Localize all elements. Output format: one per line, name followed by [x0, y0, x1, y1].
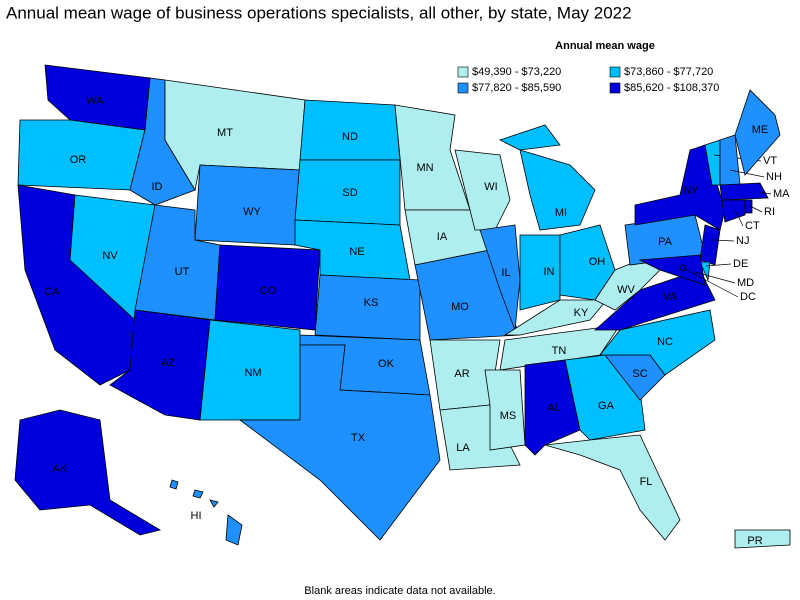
state-label: OK [378, 358, 395, 370]
state-label: PA [658, 236, 673, 248]
state-label: VA [663, 291, 678, 303]
leader-line [759, 191, 772, 195]
leader-line [749, 205, 763, 213]
state-label: ME [752, 124, 769, 136]
state-label: MT [217, 127, 233, 139]
leader-line [682, 267, 739, 298]
state-label: AR [454, 368, 469, 380]
state-label: OH [589, 256, 606, 268]
footnote: Blank areas indicate data not available. [304, 585, 495, 597]
legend: $49,390 - $73,220 $73,860 - $77,720 $77,82… [457, 66, 719, 94]
state-label: ID [152, 181, 163, 193]
state-shape [638, 254, 706, 286]
state-shape [699, 224, 721, 266]
state-shape [544, 434, 681, 541]
state-label: ND [342, 131, 358, 143]
state-shape [721, 199, 746, 223]
state-shape [14, 409, 162, 536]
state-label: CA [44, 286, 60, 298]
state-label: FL [640, 476, 653, 488]
state-shape [394, 104, 471, 211]
state-shape [719, 182, 769, 201]
state-label: IL [501, 267, 510, 279]
legend-swatch [457, 66, 469, 78]
legend-swatch [609, 82, 621, 94]
state-shape [209, 499, 219, 508]
leader-line [734, 209, 744, 227]
state-label: WA [86, 95, 104, 107]
state-label: AZ [161, 357, 175, 369]
states: WA OR CA NV ID MT WY UT CO AZ NM ND SD NE KS OK TX MN IA MO… [14, 64, 791, 549]
state-label: HI [191, 510, 202, 522]
state-label: NE [349, 246, 364, 258]
state-label: MN [416, 162, 433, 174]
state-label: NV [102, 250, 118, 262]
state-shape [214, 244, 321, 331]
state-shape [484, 369, 526, 451]
state-label: RI [764, 206, 775, 218]
state-label: IN [544, 266, 555, 278]
state-label: NJ [736, 235, 749, 247]
legend-title: Annual mean wage [555, 40, 655, 52]
leader-line [705, 263, 732, 267]
state-label: LA [456, 442, 470, 454]
state-label: IA [437, 231, 448, 243]
state-label: WV [617, 284, 635, 296]
state-label: SD [342, 187, 357, 199]
state-label: TN [552, 345, 567, 357]
leader-line [694, 271, 736, 284]
map-title: Annual mean wage of business operations … [6, 3, 632, 22]
state-label: TX [351, 432, 366, 444]
legend-label: $49,390 - $73,220 [472, 66, 561, 78]
state-label: NY [683, 185, 699, 197]
state-label: VT [763, 155, 777, 167]
state-label: DE [733, 258, 748, 270]
legend-swatch [457, 82, 469, 94]
state-label: MD [737, 277, 754, 289]
state-label: GA [598, 400, 615, 412]
leader-line [711, 239, 735, 242]
state-shape [593, 269, 716, 331]
state-label: SC [632, 368, 647, 380]
state-shape [479, 224, 521, 331]
state-label: AL [547, 402, 560, 414]
state-label: OR [70, 154, 87, 166]
state-label: NM [244, 367, 261, 379]
legend-label: $85,620 - $108,370 [624, 82, 719, 94]
state-label: KS [364, 297, 379, 309]
state-shape [734, 529, 791, 549]
state-shape [192, 489, 204, 499]
legend-label: $77,820 - $85,590 [472, 82, 561, 94]
state-shape [169, 479, 179, 490]
state-shape [225, 514, 243, 546]
state-label: KY [574, 307, 589, 319]
state-shape [439, 404, 521, 471]
legend-swatch [609, 66, 621, 78]
state-label: WY [243, 206, 261, 218]
state-label: NC [657, 336, 673, 348]
state-label: CT [745, 220, 760, 232]
state-label: MS [500, 410, 517, 422]
state-shape [734, 89, 781, 176]
state-shape [498, 124, 561, 151]
state-label: AK [53, 463, 68, 475]
state-label: DC [740, 291, 756, 303]
leader-line [729, 169, 765, 178]
state-label: NH [766, 171, 782, 183]
state-label: MO [451, 301, 469, 313]
state-label: CO [260, 285, 277, 297]
state-label: MI [555, 207, 567, 219]
state-shape [238, 344, 441, 541]
state-shape [744, 199, 753, 214]
legend-label: $73,860 - $77,720 [624, 66, 713, 78]
state-label: WI [484, 181, 497, 193]
state-label: UT [175, 266, 190, 278]
state-shape [519, 149, 596, 231]
state-label: MA [773, 188, 790, 200]
state-label: PR [747, 535, 762, 547]
